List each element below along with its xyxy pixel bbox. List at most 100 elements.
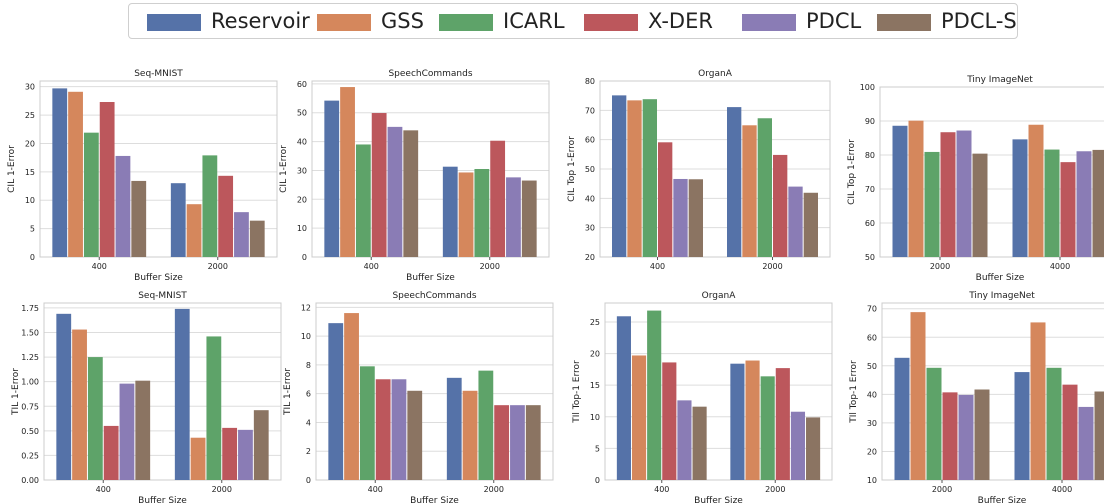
bar-gss-2000: [186, 204, 202, 257]
legend-swatch-icarl: [439, 14, 493, 31]
bar-x-der-400: [375, 379, 391, 480]
bar-x-der-2000: [494, 405, 510, 480]
y-tick-label: 20: [585, 253, 595, 262]
bar-reservoir-2000: [442, 166, 458, 257]
bar-pdcl-2000: [510, 405, 525, 480]
x-tick-label: 400: [364, 262, 379, 271]
y-axis-label: CIL Top 1-Error: [567, 136, 577, 202]
bar-reservoir-400: [324, 100, 340, 257]
y-tick-label: 40: [585, 194, 595, 203]
legend-label-icarl: ICARL: [503, 9, 565, 33]
plot-frame: [879, 86, 1104, 258]
bar-icarl-400: [359, 366, 375, 480]
bar-pdcl-s-4000: [1094, 391, 1104, 480]
y-tick-label: 60: [865, 219, 875, 228]
y-tick-label: 90: [865, 117, 875, 126]
x-axis-label: Buffer Size: [138, 496, 187, 504]
bar-pdcl-s-2000: [974, 389, 990, 480]
y-tick-label: 6: [306, 390, 311, 399]
bar-gss-2000: [462, 390, 478, 480]
bar-x-der-2000: [222, 427, 238, 480]
bar-reservoir-2000: [170, 183, 186, 257]
bar-gss-2000: [742, 125, 757, 257]
chart-title: OrganA: [702, 291, 737, 301]
bar-pdcl-s-400: [407, 390, 423, 480]
chart-title: Tiny ImageNet: [968, 291, 1035, 301]
bar-x-der-400: [99, 102, 115, 257]
bar-x-der-4000: [1060, 162, 1076, 257]
bar-x-der-400: [103, 425, 119, 480]
bar-pdcl-2000: [790, 411, 806, 480]
y-tick-label: 70: [865, 185, 875, 194]
y-tick-label: 70: [585, 106, 595, 115]
legend-label-x-der: X-DER: [648, 9, 713, 33]
x-tick-label: 4000: [1052, 485, 1072, 494]
y-tick-label: 50: [867, 362, 877, 371]
bar-pdcl-2000: [958, 394, 974, 480]
plot-frame: [315, 302, 554, 481]
plot-frame: [881, 302, 1104, 481]
y-axis-label: CIL 1-Error: [279, 145, 289, 193]
plot-frame: [43, 302, 282, 481]
chart-panel-1: 0 5 10 15 20 25 30 400 2000 Seq-MNIST Buffer Size C…: [7, 69, 278, 283]
bar-pdcl-400: [673, 178, 688, 257]
bar-pdcl-4000: [1078, 406, 1094, 480]
y-tick-label: 10: [867, 476, 877, 485]
bar-gss-400: [72, 329, 87, 480]
bar-gss-2000: [190, 437, 206, 480]
bar-pdcl-2000: [956, 130, 972, 257]
bar-pdcl-2000: [234, 212, 249, 257]
bar-icarl-2000: [924, 151, 940, 257]
bar-pdcl-s-2000: [525, 405, 541, 480]
y-axis-label: TIl Top-1 Error: [849, 360, 859, 424]
plot-frame: [604, 302, 833, 481]
chart-title: OrganA: [698, 69, 733, 79]
y-axis-label: CIL 1-Error: [7, 145, 17, 193]
y-tick-label: 70: [867, 305, 877, 314]
legend-swatch-pdcl: [742, 14, 796, 31]
y-tick-label: 60: [297, 80, 307, 89]
bar-x-der-4000: [1062, 384, 1078, 480]
bar-gss-400: [631, 355, 647, 480]
bar-reservoir-400: [328, 323, 344, 480]
y-tick-label: 50: [865, 253, 875, 262]
chart-panel-6: 0 2 4 6 8 10 12 400 2000 SpeechCommands Buffer Siz…: [283, 291, 554, 504]
y-tick-label: 0.25: [21, 451, 39, 460]
y-tick-label: 30: [585, 224, 595, 233]
x-tick-label: 4000: [1050, 262, 1070, 271]
bar-pdcl-s-400: [688, 179, 703, 257]
bar-pdcl-s-400: [131, 180, 147, 257]
y-tick-label: 0: [302, 253, 307, 262]
bar-pdcl-s-400: [135, 380, 151, 480]
chart-title: SpeechCommands: [388, 69, 472, 79]
y-tick-label: 10: [590, 413, 600, 422]
y-tick-label: 12: [301, 303, 311, 312]
y-axis-label: TIL 1-Error: [11, 368, 21, 416]
chart-panel-3: 20 30 40 50 60 70 80 400 2000 OrganA CIL Top 1-Err…: [567, 69, 831, 271]
bar-reservoir-4000: [1014, 372, 1030, 480]
chart-panel-2: 0 10 20 30 40 50 60 400 2000 SpeechCommands Buffer…: [279, 69, 550, 283]
chart-panel-7: 0 5 10 15 20 25 400 2000 OrganA Buffer Size TIl To…: [572, 291, 833, 504]
y-tick-label: 30: [25, 83, 35, 92]
y-tick-label: 20: [297, 195, 307, 204]
bar-pdcl-s-2000: [803, 192, 818, 257]
bar-pdcl-2000: [506, 177, 521, 257]
y-axis-label: CIL Top 1-Error: [847, 139, 857, 205]
bar-icarl-400: [642, 99, 657, 257]
y-tick-label: 0.50: [21, 427, 39, 436]
bar-reservoir-2000: [174, 308, 190, 480]
bar-gss-2000: [910, 312, 926, 480]
y-tick-label: 40: [867, 390, 877, 399]
x-tick-label: 400: [654, 485, 669, 494]
bar-pdcl-4000: [1076, 151, 1092, 257]
plot-frame: [39, 80, 278, 258]
bar-pdcl-s-400: [403, 130, 419, 257]
y-axis-label: TIl Top-1 Error: [572, 360, 582, 424]
bar-x-der-400: [371, 113, 387, 257]
bar-gss-2000: [458, 172, 474, 257]
x-tick-label: 2000: [762, 262, 782, 271]
bar-pdcl-400: [677, 400, 692, 480]
bar-gss-4000: [1028, 124, 1044, 258]
x-axis-label: Buffer Size: [978, 496, 1027, 504]
bar-icarl-2000: [757, 118, 772, 258]
